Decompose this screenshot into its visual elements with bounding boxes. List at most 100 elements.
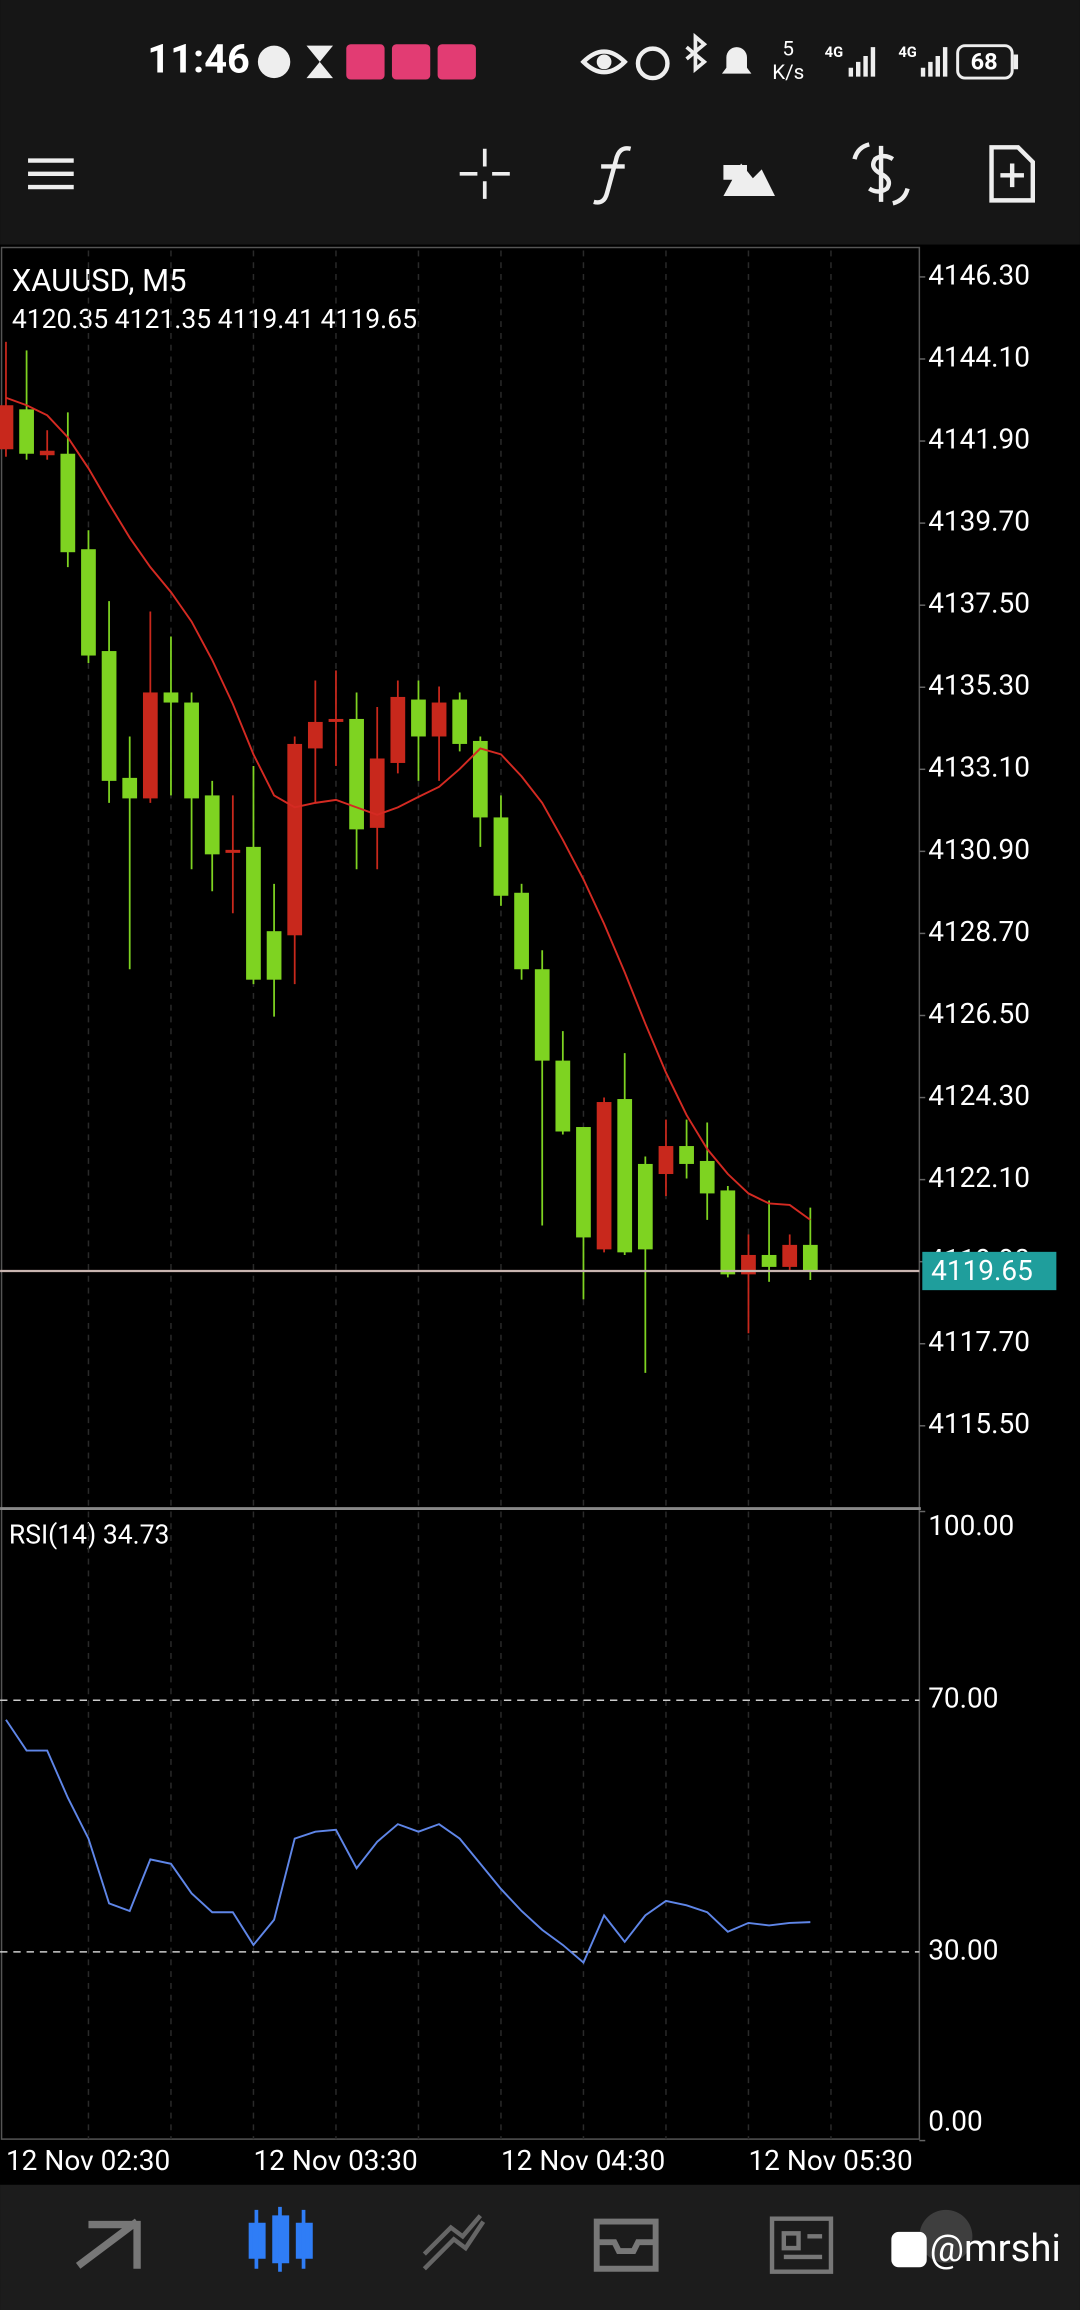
y-tick-label: 4128.70	[928, 915, 1030, 948]
candle-body	[576, 1127, 591, 1238]
y-tick-label: 4117.70	[928, 1325, 1030, 1358]
y-tick-label: 100.00	[928, 1509, 1014, 1542]
eye-icon	[596, 54, 612, 70]
status-icon	[346, 44, 385, 80]
battery-icon	[1013, 54, 1019, 70]
y-tick-label: 4124.30	[928, 1079, 1030, 1112]
candle-body	[782, 1244, 798, 1267]
candle-body	[761, 1254, 777, 1267]
status-icon	[437, 44, 476, 80]
candle-body	[349, 718, 364, 830]
new-order-button[interactable]	[989, 145, 1035, 203]
y-tick-label: 4144.10	[928, 340, 1030, 373]
y-tick-label: 4115.50	[928, 1407, 1030, 1440]
candle-body	[617, 1099, 633, 1253]
quotes-tab[interactable]	[75, 2218, 141, 2269]
candle-body	[493, 817, 509, 896]
y-tick-label: 4146.30	[928, 258, 1030, 291]
last-price-label: 4119.65	[931, 1254, 1033, 1287]
clock: 11:46	[147, 35, 249, 82]
menu-button[interactable]	[28, 158, 74, 190]
chart-title: XAUUSD, M5	[12, 262, 187, 299]
bluetooth-icon	[685, 32, 708, 74]
signal-icon	[848, 47, 876, 77]
candle-body	[60, 453, 76, 553]
status-icon	[257, 45, 291, 79]
candle-body	[101, 651, 117, 781]
candle-body	[472, 740, 488, 818]
speed-unit: K/s	[772, 61, 804, 85]
signal-icon	[920, 47, 948, 77]
speed-value: 5	[782, 38, 794, 62]
y-tick-label: 4130.90	[928, 833, 1030, 866]
candle-body	[307, 721, 323, 749]
top-background	[0, 0, 1080, 245]
candle-body	[142, 692, 158, 799]
x-tick-label: 12 Nov 05:30	[748, 2144, 912, 2177]
last-price-tag	[922, 1251, 1057, 1291]
watermark: @mrshi	[930, 2226, 1061, 2271]
candle-body	[452, 699, 468, 744]
y-tick-label: 30.00	[928, 1933, 998, 1966]
y-tick-label: 4126.50	[928, 997, 1030, 1030]
candle-body	[411, 699, 426, 737]
chart-frame	[0, 246, 921, 2140]
y-tick-label: 4135.30	[928, 669, 1030, 702]
candle-body	[534, 969, 550, 1061]
candle-body	[720, 1190, 736, 1275]
y-tick-label: 70.00	[928, 1682, 998, 1715]
candle-body	[266, 931, 282, 980]
mute-icon	[721, 47, 752, 74]
candle-body	[287, 743, 303, 936]
crosshair-button[interactable]	[459, 148, 510, 199]
watermark-circle	[919, 2209, 973, 2263]
candle-body	[741, 1254, 756, 1275]
chart-tab[interactable]	[248, 2206, 313, 2272]
objects-button[interactable]	[723, 163, 775, 196]
candle-body	[0, 405, 14, 450]
x-tick-label: 12 Nov 03:30	[253, 2144, 417, 2177]
candle-body	[802, 1244, 818, 1272]
candle-body	[81, 549, 96, 656]
candle-body	[637, 1163, 653, 1250]
moving-average	[5, 396, 811, 1221]
candle-body	[596, 1102, 612, 1250]
candle-body	[225, 849, 241, 853]
y-tick-label: 4139.70	[928, 505, 1030, 538]
candle-body	[514, 892, 529, 970]
candle-body	[246, 846, 261, 980]
news-tab[interactable]	[769, 2216, 834, 2274]
candle-body	[679, 1146, 694, 1164]
candle-body	[658, 1146, 674, 1175]
y-tick-label: 4122.10	[928, 1161, 1030, 1194]
candle-body	[390, 696, 406, 763]
y-tick-label: 4137.50	[928, 587, 1030, 620]
rsi-line	[5, 1719, 811, 1965]
network-type: 4G	[898, 43, 916, 61]
candle-body	[163, 692, 179, 703]
y-tick-label: 4141.90	[928, 422, 1030, 455]
watermark-logo	[891, 2231, 927, 2268]
battery-level: 68	[971, 48, 998, 76]
eye-icon	[580, 49, 628, 75]
indicators-button[interactable]	[593, 146, 632, 205]
candle-body	[122, 777, 138, 799]
y-tick-label: 4133.10	[928, 751, 1030, 784]
candle-body	[39, 450, 55, 456]
alarm-icon	[635, 46, 670, 81]
candle-body	[204, 795, 220, 855]
trade-button[interactable]	[852, 142, 910, 206]
network-type: 4G	[825, 43, 843, 61]
candle-body	[431, 702, 447, 737]
y-tick-label: 0.00	[928, 2104, 983, 2137]
candle-body	[369, 758, 385, 828]
candle-body	[184, 702, 199, 799]
x-tick-label: 12 Nov 02:30	[6, 2144, 170, 2177]
trade-tab[interactable]	[422, 2214, 486, 2271]
history-tab[interactable]	[593, 2218, 659, 2272]
candle-body	[699, 1160, 715, 1194]
candle-body	[328, 718, 344, 722]
x-tick-label: 12 Nov 04:30	[501, 2144, 665, 2177]
